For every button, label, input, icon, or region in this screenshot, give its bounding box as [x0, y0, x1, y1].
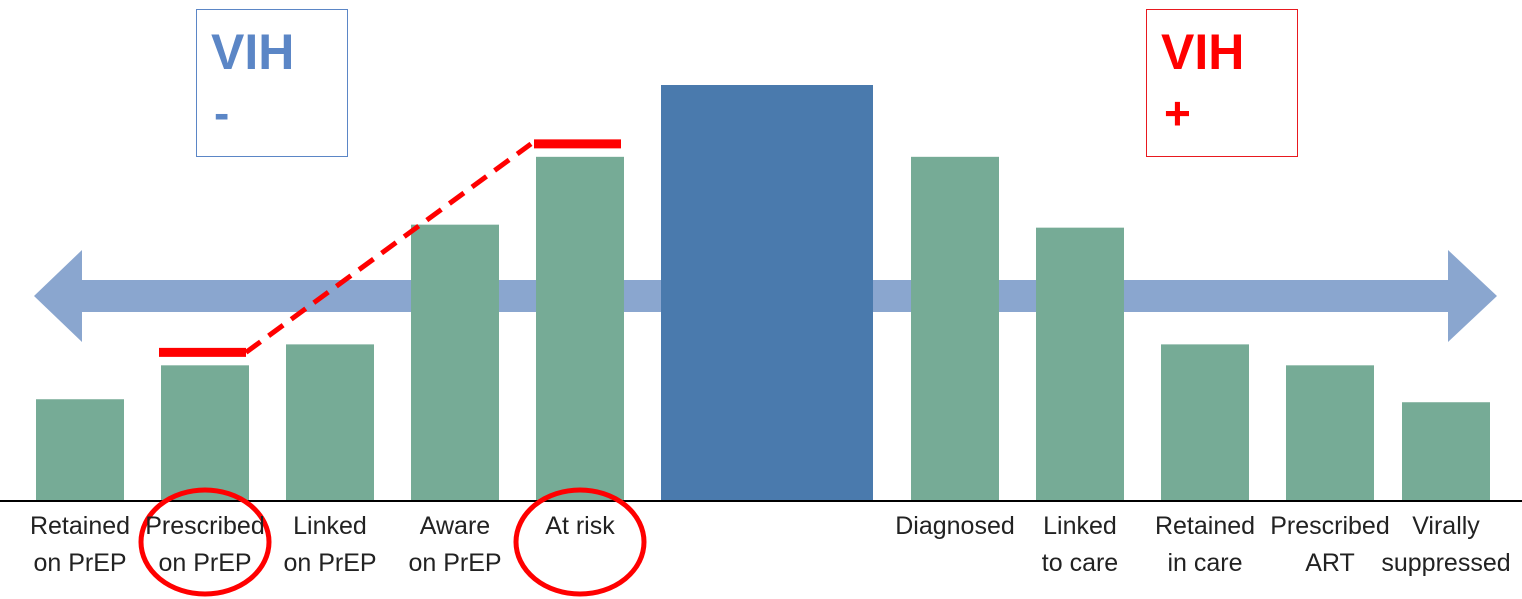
- highlight-circle: [138, 487, 272, 597]
- category-label-line: Virally: [1412, 512, 1480, 540]
- bar: [1036, 227, 1124, 500]
- category-label-line: on PrEP: [158, 549, 252, 577]
- category-label: Linked on PrEP: [260, 508, 400, 582]
- category-label-line: in care: [1167, 549, 1243, 577]
- category-label: Linked to care: [1010, 508, 1150, 582]
- category-label-line: Retained: [29, 512, 131, 540]
- bar: [536, 156, 624, 501]
- hiv-negative-sign: -: [214, 87, 230, 139]
- category-label-line: suppressed: [1381, 549, 1511, 577]
- category-label: Aware on PrEP: [385, 508, 525, 582]
- category-label: Retained on PrEP: [10, 508, 150, 582]
- category-label-line: Prescribed: [145, 512, 265, 540]
- bar: [411, 224, 499, 501]
- category-label-line: Retained: [1154, 512, 1256, 540]
- category-label-line: Aware: [419, 512, 491, 540]
- category-label-line: Linked: [293, 512, 367, 540]
- bar: [1161, 344, 1249, 500]
- category-label-line: on PrEP: [408, 549, 502, 577]
- category-label: Diagnosed: [885, 508, 1025, 545]
- category-label-line: Linked: [1043, 512, 1117, 540]
- category-label: Prescribed ART: [1260, 508, 1400, 582]
- target-trend-dashed-line: [244, 141, 533, 355]
- category-label: Virally suppressed: [1376, 508, 1516, 582]
- hiv-negative-title: VIH: [211, 24, 295, 80]
- center-bar: [661, 85, 873, 500]
- category-label: Retained in care: [1135, 508, 1275, 582]
- hiv-positive-sign: +: [1164, 87, 1191, 139]
- bar: [1402, 402, 1490, 500]
- category-label-line: Prescribed: [1270, 512, 1390, 540]
- category-label-line: to care: [1041, 549, 1119, 577]
- highlight-circle: [513, 487, 647, 597]
- category-label: Prescribed on PrEP: [135, 508, 275, 582]
- category-label-line: on PrEP: [283, 549, 377, 577]
- hiv-positive-box: VIH +: [1146, 9, 1298, 157]
- bar: [1286, 365, 1374, 500]
- category-label-line: on PrEP: [33, 549, 127, 577]
- bar: [911, 156, 999, 501]
- category-label: At risk: [510, 508, 650, 545]
- hiv-positive-title: VIH: [1161, 24, 1245, 80]
- category-label-line: Diagnosed: [895, 512, 1015, 540]
- category-label-line: At risk: [545, 512, 615, 540]
- hiv-negative-box: VIH -: [196, 9, 348, 157]
- bar: [161, 365, 249, 500]
- category-label-line: ART: [1305, 549, 1355, 577]
- bar: [286, 344, 374, 500]
- bar: [36, 399, 124, 500]
